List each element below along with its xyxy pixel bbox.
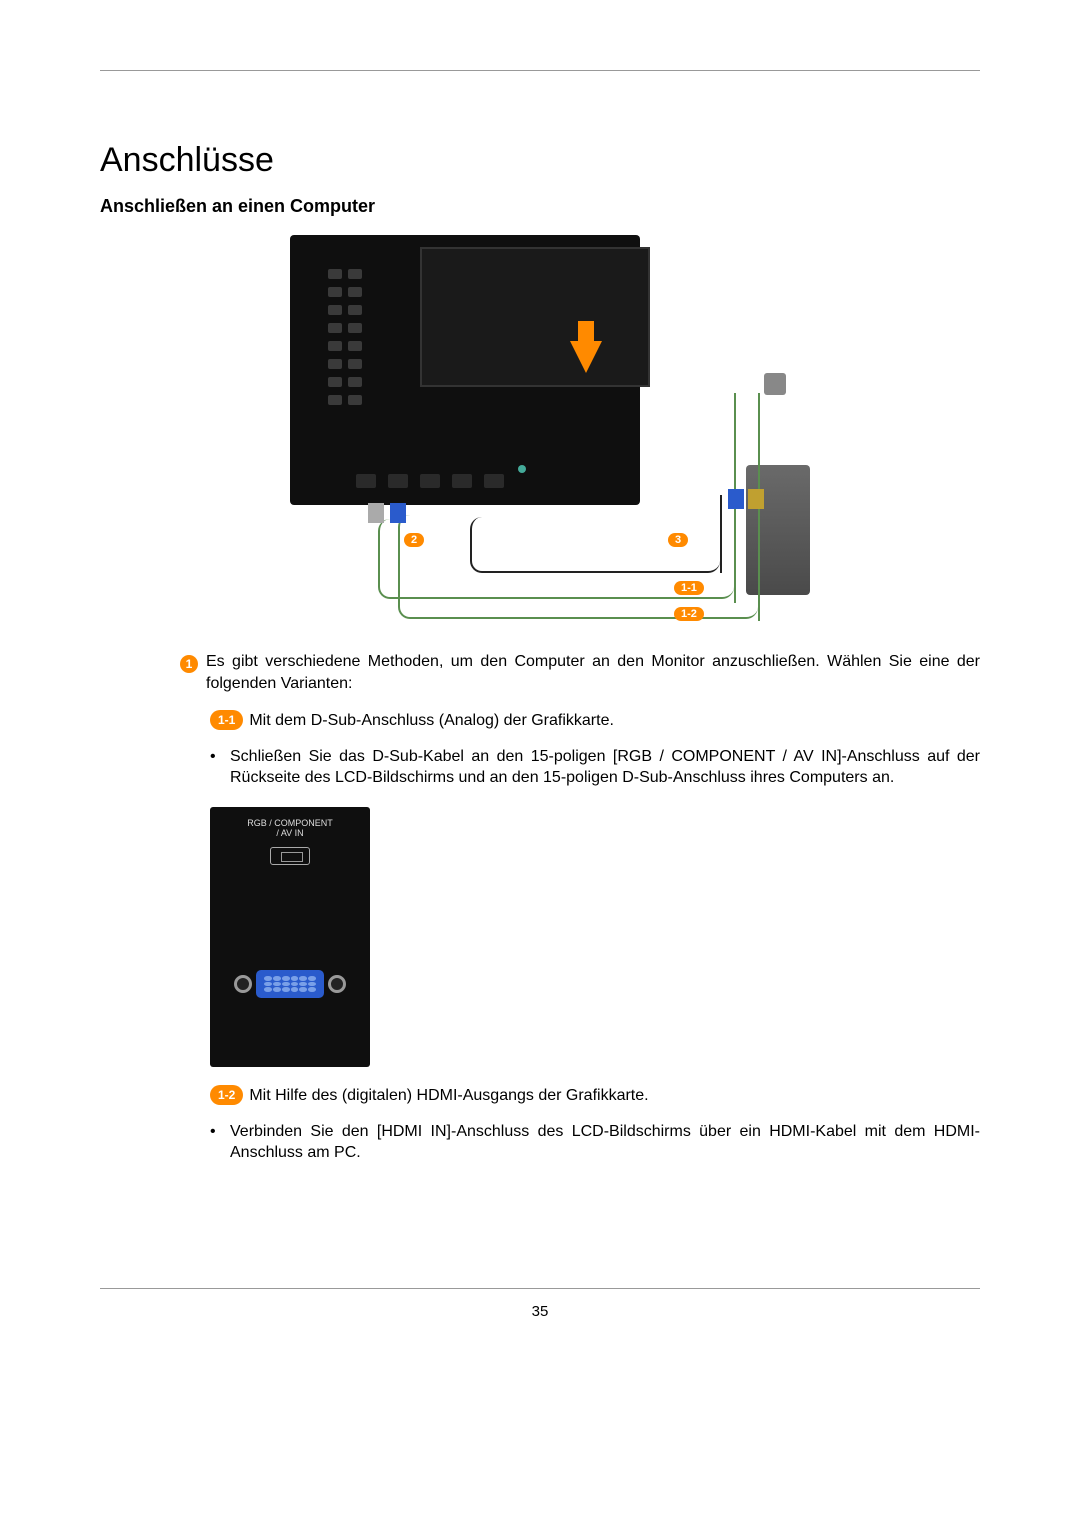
step-1: 1 Es gibt verschiedene Methoden, um den …: [180, 651, 980, 694]
hdmi-connector-icon: [368, 503, 384, 523]
diagram-label-1-1: 1-1: [674, 581, 704, 595]
page-title: Anschlüsse: [100, 141, 980, 180]
diagram-label-3: 3: [668, 533, 688, 547]
dsub-port-icon: [270, 847, 310, 865]
substep-1-1: 1-1 Mit dem D-Sub-Anschluss (Analog) der…: [210, 710, 980, 732]
hdmi-connector-icon: [748, 489, 764, 509]
monitor-back: [290, 235, 640, 505]
vga-connector-icon: [728, 489, 744, 509]
diagram-label-1-2: 1-2: [674, 607, 704, 621]
substep-marker-1-2: 1-2: [210, 1085, 243, 1105]
cable-segment: [720, 495, 722, 573]
vga-port-diagram: RGB / COMPONENT / AV IN: [210, 807, 370, 1067]
step-1-text: Es gibt verschiedene Methoden, um den Co…: [206, 651, 980, 694]
network-adapter-icon: [764, 373, 786, 395]
arrow-down-icon: [570, 341, 602, 373]
page-number: 35: [0, 1303, 1080, 1320]
vga-connector-closeup-icon: [234, 967, 346, 1001]
substep-1-2-text: Mit Hilfe des (digitalen) HDMI-Ausgangs …: [249, 1085, 648, 1107]
diagram-label-2: 2: [404, 533, 424, 547]
substep-1-2: 1-2 Mit Hilfe des (digitalen) HDMI-Ausga…: [210, 1085, 980, 1107]
monitor-bottom-ports: [350, 453, 630, 493]
substep-marker-1-1: 1-1: [210, 710, 243, 730]
substep-1-1-text: Mit dem D-Sub-Anschluss (Analog) der Gra…: [249, 710, 614, 732]
vga-port-label: RGB / COMPONENT / AV IN: [210, 819, 370, 839]
monitor-screen: [420, 247, 650, 387]
page-subtitle: Anschließen an einen Computer: [100, 196, 980, 217]
connection-diagram: 2 3 1-1 1-2: [270, 235, 810, 625]
vga-connector-icon: [390, 503, 406, 523]
step-marker-1: 1: [180, 655, 198, 673]
monitor-port-panel: [328, 269, 378, 413]
substep-1-1-bullet: Schließen Sie das D-Sub-Kabel an den 15-…: [210, 746, 980, 789]
substep-1-2-bullet: Verbinden Sie den [HDMI IN]-Anschluss de…: [210, 1121, 980, 1164]
